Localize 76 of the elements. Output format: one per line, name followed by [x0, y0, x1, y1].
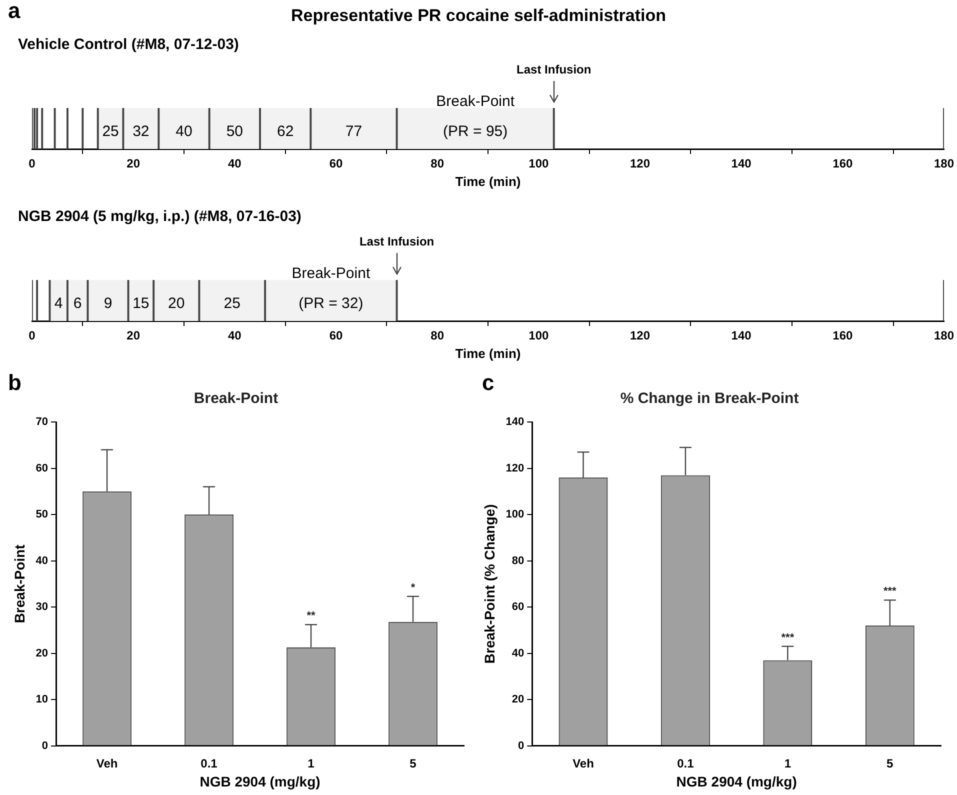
- band-label: Break-Point (PR = 32): [292, 265, 371, 312]
- x-tick-label: 0.1: [677, 756, 694, 770]
- x-tick-label: 160: [832, 328, 853, 343]
- y-tick-label: 40: [36, 554, 48, 567]
- band-label: Break-Point (PR = 95): [436, 93, 516, 140]
- x-tick-label: 140: [731, 328, 752, 343]
- band-label: 62: [276, 123, 294, 140]
- x-tick-label: 140: [731, 156, 752, 171]
- x-tick-label: 180: [934, 156, 954, 171]
- band-label: 9: [104, 295, 112, 312]
- x-tick-label: 180: [934, 328, 954, 343]
- data-label: ***: [781, 632, 795, 644]
- x-axis-title: NGB 2904 (mg/kg): [200, 773, 320, 790]
- y-tick-label: 0: [518, 740, 524, 752]
- y-tick-label: 70: [36, 416, 48, 428]
- x-tick-label: 160: [832, 156, 853, 171]
- x-axis-title: Time (min): [455, 174, 521, 189]
- x-tick-label: 1: [784, 756, 792, 770]
- x-tick-label: 40: [228, 156, 242, 171]
- chart-title: % Change in Break-Point: [620, 390, 799, 408]
- x-tick-label: 100: [528, 328, 549, 343]
- text: b: [8, 370, 22, 396]
- y-tick-label: 20: [36, 647, 48, 660]
- chart-title: NGB 2904 (5 mg/kg, i.p.) (#M8, 07-16-03): [18, 208, 302, 225]
- y-tick-label: 20: [512, 694, 524, 706]
- chart-title: Break-Point: [194, 390, 278, 408]
- annotation: Last Infusion: [359, 234, 434, 248]
- x-axis-title: Time (min): [455, 346, 521, 361]
- band-label: 20: [168, 295, 185, 312]
- x-tick-label: 5: [886, 756, 894, 770]
- x-tick-label: Veh: [572, 756, 594, 770]
- y-tick-label: 100: [506, 508, 524, 521]
- band-label: 25: [224, 295, 240, 312]
- y-tick-label: 0: [42, 740, 48, 752]
- x-tick-label: Veh: [96, 756, 118, 770]
- y-tick-label: 40: [512, 647, 524, 660]
- band-label: 25: [102, 123, 119, 140]
- band-label: 32: [132, 123, 150, 140]
- text: c: [482, 370, 494, 396]
- y-tick-label: 60: [36, 462, 48, 474]
- y-tick-label: 60: [512, 601, 524, 614]
- y-tick-label: 120: [506, 462, 524, 474]
- x-tick-label: 120: [630, 156, 650, 171]
- x-tick-label: 20: [126, 156, 140, 171]
- y-axis-title: Break-Point (% Change): [481, 504, 498, 664]
- y-tick-label: 80: [512, 554, 524, 567]
- chart-subtitle: Vehicle Control (#M8, 07-12-03): [18, 36, 239, 53]
- text: a: [8, 0, 20, 24]
- band-label: 77: [345, 123, 362, 140]
- x-tick-label: 40: [228, 328, 242, 343]
- y-tick-label: 140: [506, 416, 524, 428]
- y-tick-label: 50: [36, 508, 48, 521]
- x-tick-label: 80: [430, 328, 444, 343]
- y-tick-label: 30: [36, 601, 48, 614]
- annotation: Last Infusion: [516, 62, 592, 76]
- x-tick-label: 60: [329, 156, 343, 171]
- band-label: 6: [73, 295, 82, 312]
- x-tick-label: 80: [430, 156, 444, 171]
- chart-title: Representative PR cocaine self-administration: [290, 6, 666, 25]
- band-label: 15: [132, 295, 150, 312]
- y-axis-title: Break-Point: [11, 544, 28, 624]
- x-tick-label: 5: [410, 756, 417, 770]
- y-tick-label: 10: [36, 694, 48, 706]
- x-tick-label: 60: [329, 328, 343, 343]
- x-tick-label: 120: [630, 328, 650, 343]
- band-label: 50: [226, 123, 244, 140]
- x-tick-label: 0.1: [200, 756, 218, 770]
- x-tick-label: 100: [528, 156, 549, 171]
- x-tick-label: 1: [308, 756, 315, 770]
- data-label: ***: [883, 586, 898, 598]
- data-label: *: [410, 582, 416, 594]
- band-label: 40: [176, 123, 192, 140]
- data-label: **: [306, 610, 316, 622]
- band-label: 4: [54, 295, 63, 312]
- x-axis-title: NGB 2904 (mg/kg): [676, 773, 797, 790]
- x-tick-label: 20: [126, 328, 140, 343]
